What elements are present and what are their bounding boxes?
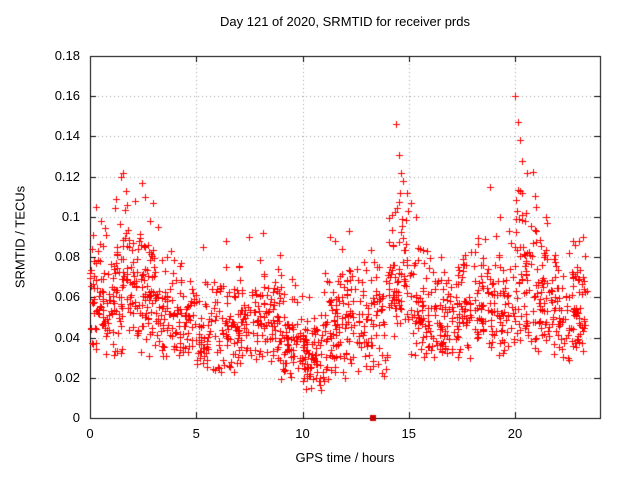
- y-tick-label: 0.06: [54, 289, 80, 305]
- x-tick-label: 0: [86, 426, 94, 441]
- x-tick-label: 10: [295, 426, 310, 441]
- x-tick-label: 15: [401, 426, 416, 441]
- y-tick-label: 0.12: [54, 168, 80, 184]
- y-tick-label: 0.1: [61, 208, 80, 224]
- y-tick-label: 0.18: [54, 48, 80, 63]
- y-tick-label: 0: [72, 410, 80, 425]
- x-axis-label: GPS time / hours: [295, 450, 395, 465]
- y-axis-label: SRMTID / TECUs: [12, 185, 28, 289]
- y-tick-label: 0.14: [54, 128, 80, 144]
- y-tick-label: 0.02: [54, 369, 80, 385]
- x-tick-label: 5: [192, 426, 200, 441]
- y-tick-label: 0.08: [54, 249, 80, 265]
- y-tick-label: 0.04: [54, 329, 80, 345]
- x-tick-label: 20: [507, 426, 523, 441]
- chart-title: Day 121 of 2020, SRMTID for receiver prd…: [220, 14, 470, 29]
- y-tick-label: 0.16: [54, 88, 80, 104]
